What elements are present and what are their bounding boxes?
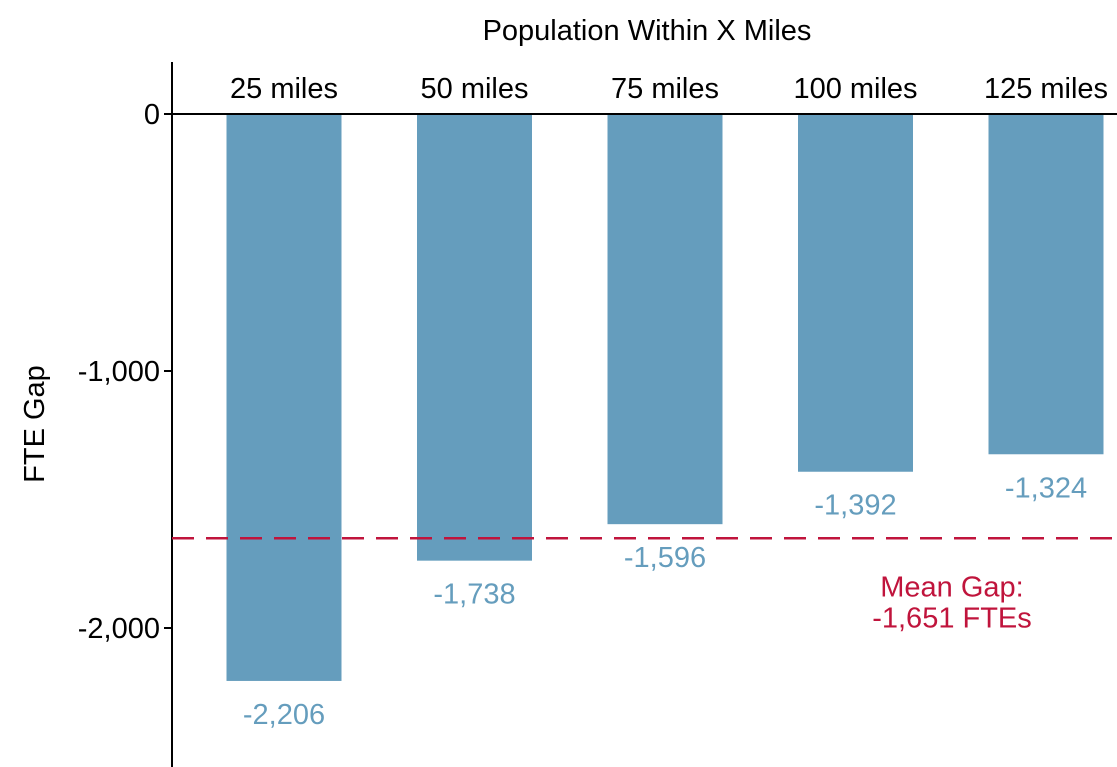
bar-50-miles xyxy=(417,114,532,561)
value-label: -1,738 xyxy=(433,579,515,611)
y-ticks-group: 0 -1,000 -2,000 xyxy=(78,99,172,645)
value-label: -1,324 xyxy=(1005,472,1087,504)
mean-gap-label-line2: -1,651 FTEs xyxy=(872,602,1032,634)
category-labels-group: 25 miles 50 miles 75 miles 100 miles 125 mil… xyxy=(230,73,1108,105)
value-label: -2,206 xyxy=(243,699,325,731)
value-label: -1,596 xyxy=(624,542,706,574)
category-label: 125 miles xyxy=(984,73,1108,105)
category-label: 100 miles xyxy=(793,73,917,105)
category-label: 75 miles xyxy=(611,73,719,105)
bar-25-miles xyxy=(226,114,342,681)
bars-group xyxy=(226,114,1104,681)
y-tick-label: -2,000 xyxy=(78,613,160,645)
value-label: -1,392 xyxy=(814,490,896,522)
bar-100-miles xyxy=(798,114,913,472)
y-axis-title: FTE Gap xyxy=(19,365,51,483)
category-label: 50 miles xyxy=(421,73,529,105)
category-label: 25 miles xyxy=(230,73,338,105)
x-axis-title: Population Within X Miles xyxy=(483,15,812,47)
y-tick-label: -1,000 xyxy=(78,356,160,388)
y-tick-label: 0 xyxy=(144,99,160,131)
mean-gap-label-line1: Mean Gap: xyxy=(880,571,1023,603)
bar-75-miles xyxy=(607,114,723,525)
bar-125-miles xyxy=(988,114,1104,455)
value-labels-group: -2,206 -1,738 -1,596 -1,392 -1,324 xyxy=(243,472,1087,731)
